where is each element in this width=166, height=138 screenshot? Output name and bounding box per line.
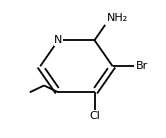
- Text: Br: Br: [136, 61, 148, 71]
- Text: NH₂: NH₂: [107, 14, 128, 23]
- Text: N: N: [54, 35, 62, 45]
- Text: Cl: Cl: [89, 111, 100, 121]
